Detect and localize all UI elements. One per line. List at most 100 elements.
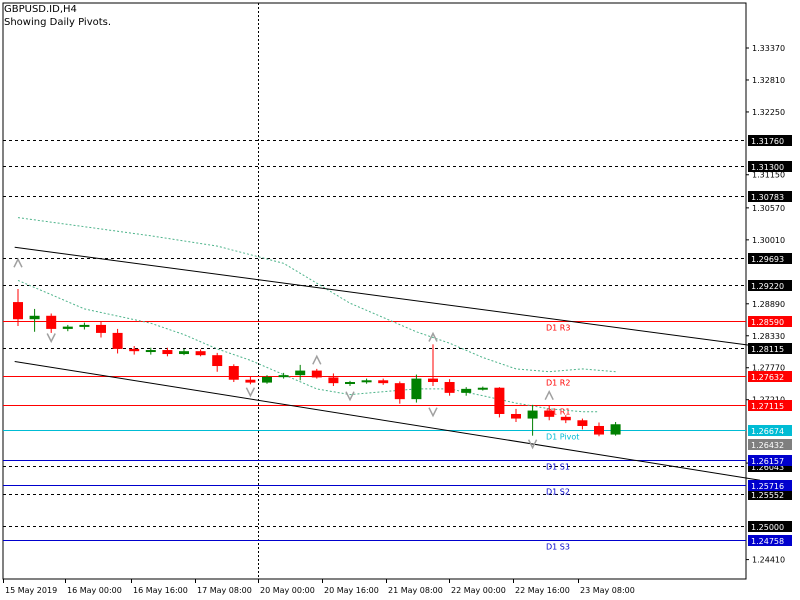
candle — [461, 387, 472, 396]
candle-body — [13, 302, 23, 320]
candle — [228, 364, 239, 383]
candle-body — [394, 383, 405, 400]
candle — [527, 404, 538, 436]
symbol-label: GBPUSD.ID,H4 — [4, 4, 77, 15]
candle — [345, 380, 355, 387]
pivot-label: D1 S3 — [546, 543, 570, 552]
pivot-price-tag-bg — [748, 400, 792, 411]
candle — [560, 415, 571, 424]
candle-body — [295, 370, 306, 376]
y-tick-label: 1.33370 — [752, 44, 785, 53]
candle — [46, 313, 57, 333]
x-tick-label: 16 May 00:00 — [67, 586, 122, 595]
candle-body — [577, 420, 588, 426]
candle — [428, 344, 438, 387]
candle — [29, 308, 40, 332]
candle — [477, 386, 488, 391]
trend-line — [14, 360, 761, 481]
plot-frame — [2, 2, 747, 580]
candle — [594, 422, 604, 437]
level-price-tag: 1.26043 — [751, 463, 784, 472]
pivot-label: D1 S1 — [546, 463, 570, 472]
y-tick-label: 1.30570 — [752, 204, 785, 213]
fractal-arrow-down — [345, 391, 355, 402]
candle-body — [79, 324, 90, 327]
envelope-line — [17, 217, 616, 373]
pivot-label: D1 R1 — [546, 408, 570, 417]
trend-line — [14, 246, 761, 348]
pivot-price-tag: 1.26157 — [751, 457, 784, 466]
candle-body — [96, 324, 106, 333]
x-tick-label: 20 May 00:00 — [260, 586, 315, 595]
level-price-tag-bg — [748, 461, 792, 472]
fractal-arrow-down — [527, 439, 538, 450]
candle — [411, 374, 422, 403]
candle — [13, 288, 23, 327]
candle-body — [162, 350, 173, 355]
candle-body — [262, 376, 272, 383]
fractal-arrow-down — [245, 387, 256, 398]
candle-body — [62, 326, 73, 329]
candle-body — [46, 315, 57, 329]
x-tick-label: 22 May 16:00 — [515, 586, 570, 595]
x-tick-label: 21 May 08:00 — [388, 586, 443, 595]
candle-body — [179, 351, 189, 355]
level-price-tag: 1.25000 — [751, 523, 784, 532]
x-tick-label: 22 May 00:00 — [451, 586, 506, 595]
y-tick-label: 1.28890 — [752, 300, 785, 309]
candle-body — [560, 416, 571, 421]
candle-body — [544, 410, 555, 417]
candle — [245, 376, 256, 385]
level-price-tag: 1.30783 — [751, 193, 784, 202]
pivot-price-tag: 1.26674 — [751, 427, 784, 436]
candle-body — [112, 332, 123, 349]
candle-body — [278, 375, 289, 378]
candle — [278, 372, 289, 379]
envelope-line — [17, 279, 599, 413]
candle — [262, 375, 272, 384]
x-tick-label: 23 May 08:00 — [580, 586, 635, 595]
level-price-tag: 1.31300 — [751, 163, 784, 172]
candle — [328, 373, 339, 387]
candle-body — [311, 370, 322, 378]
level-price-tag: 1.28115 — [751, 345, 784, 354]
candle-body — [594, 425, 604, 435]
candle — [212, 352, 223, 372]
candle — [179, 348, 189, 356]
candle — [577, 418, 588, 430]
pivot-price-tag: 1.24758 — [751, 537, 784, 546]
level-price-tag-bg — [748, 343, 792, 354]
level-price-tag-bg — [748, 521, 792, 532]
candle-body — [328, 377, 339, 384]
candle-body — [212, 355, 223, 367]
pivot-label: D1 R2 — [546, 379, 570, 388]
candle-body — [461, 388, 472, 393]
candle — [162, 347, 173, 357]
pivot-price-tag: 1.27632 — [751, 373, 784, 382]
candle — [145, 347, 156, 355]
x-tick-label: 15 May 2019 — [5, 586, 57, 595]
level-price-tag: 1.29693 — [751, 255, 784, 264]
pivot-price-tag-bg — [748, 535, 792, 546]
chart-header: GBPUSD.ID,H4 Showing Daily Pivots. — [4, 3, 111, 29]
level-price-tag-bg — [748, 191, 792, 202]
pivot-label: D1 Pivot — [546, 433, 579, 442]
candle — [610, 421, 621, 436]
fractal-arrow-down — [46, 333, 56, 344]
candle — [361, 378, 372, 384]
candle — [444, 379, 455, 396]
fractal-arrow-up — [13, 257, 23, 268]
candle-body — [428, 378, 438, 383]
pivot-price-tag: 1.28590 — [751, 318, 784, 327]
level-price-tag-bg — [748, 135, 792, 146]
pivot-price-tag-bg — [748, 480, 792, 491]
candle — [511, 408, 521, 422]
candle — [378, 378, 389, 385]
candle — [295, 364, 306, 381]
level-price-tag: 1.29220 — [751, 282, 784, 291]
fractal-arrow-up — [544, 390, 554, 401]
level-price-tag-bg — [748, 280, 792, 291]
candle — [79, 322, 90, 330]
